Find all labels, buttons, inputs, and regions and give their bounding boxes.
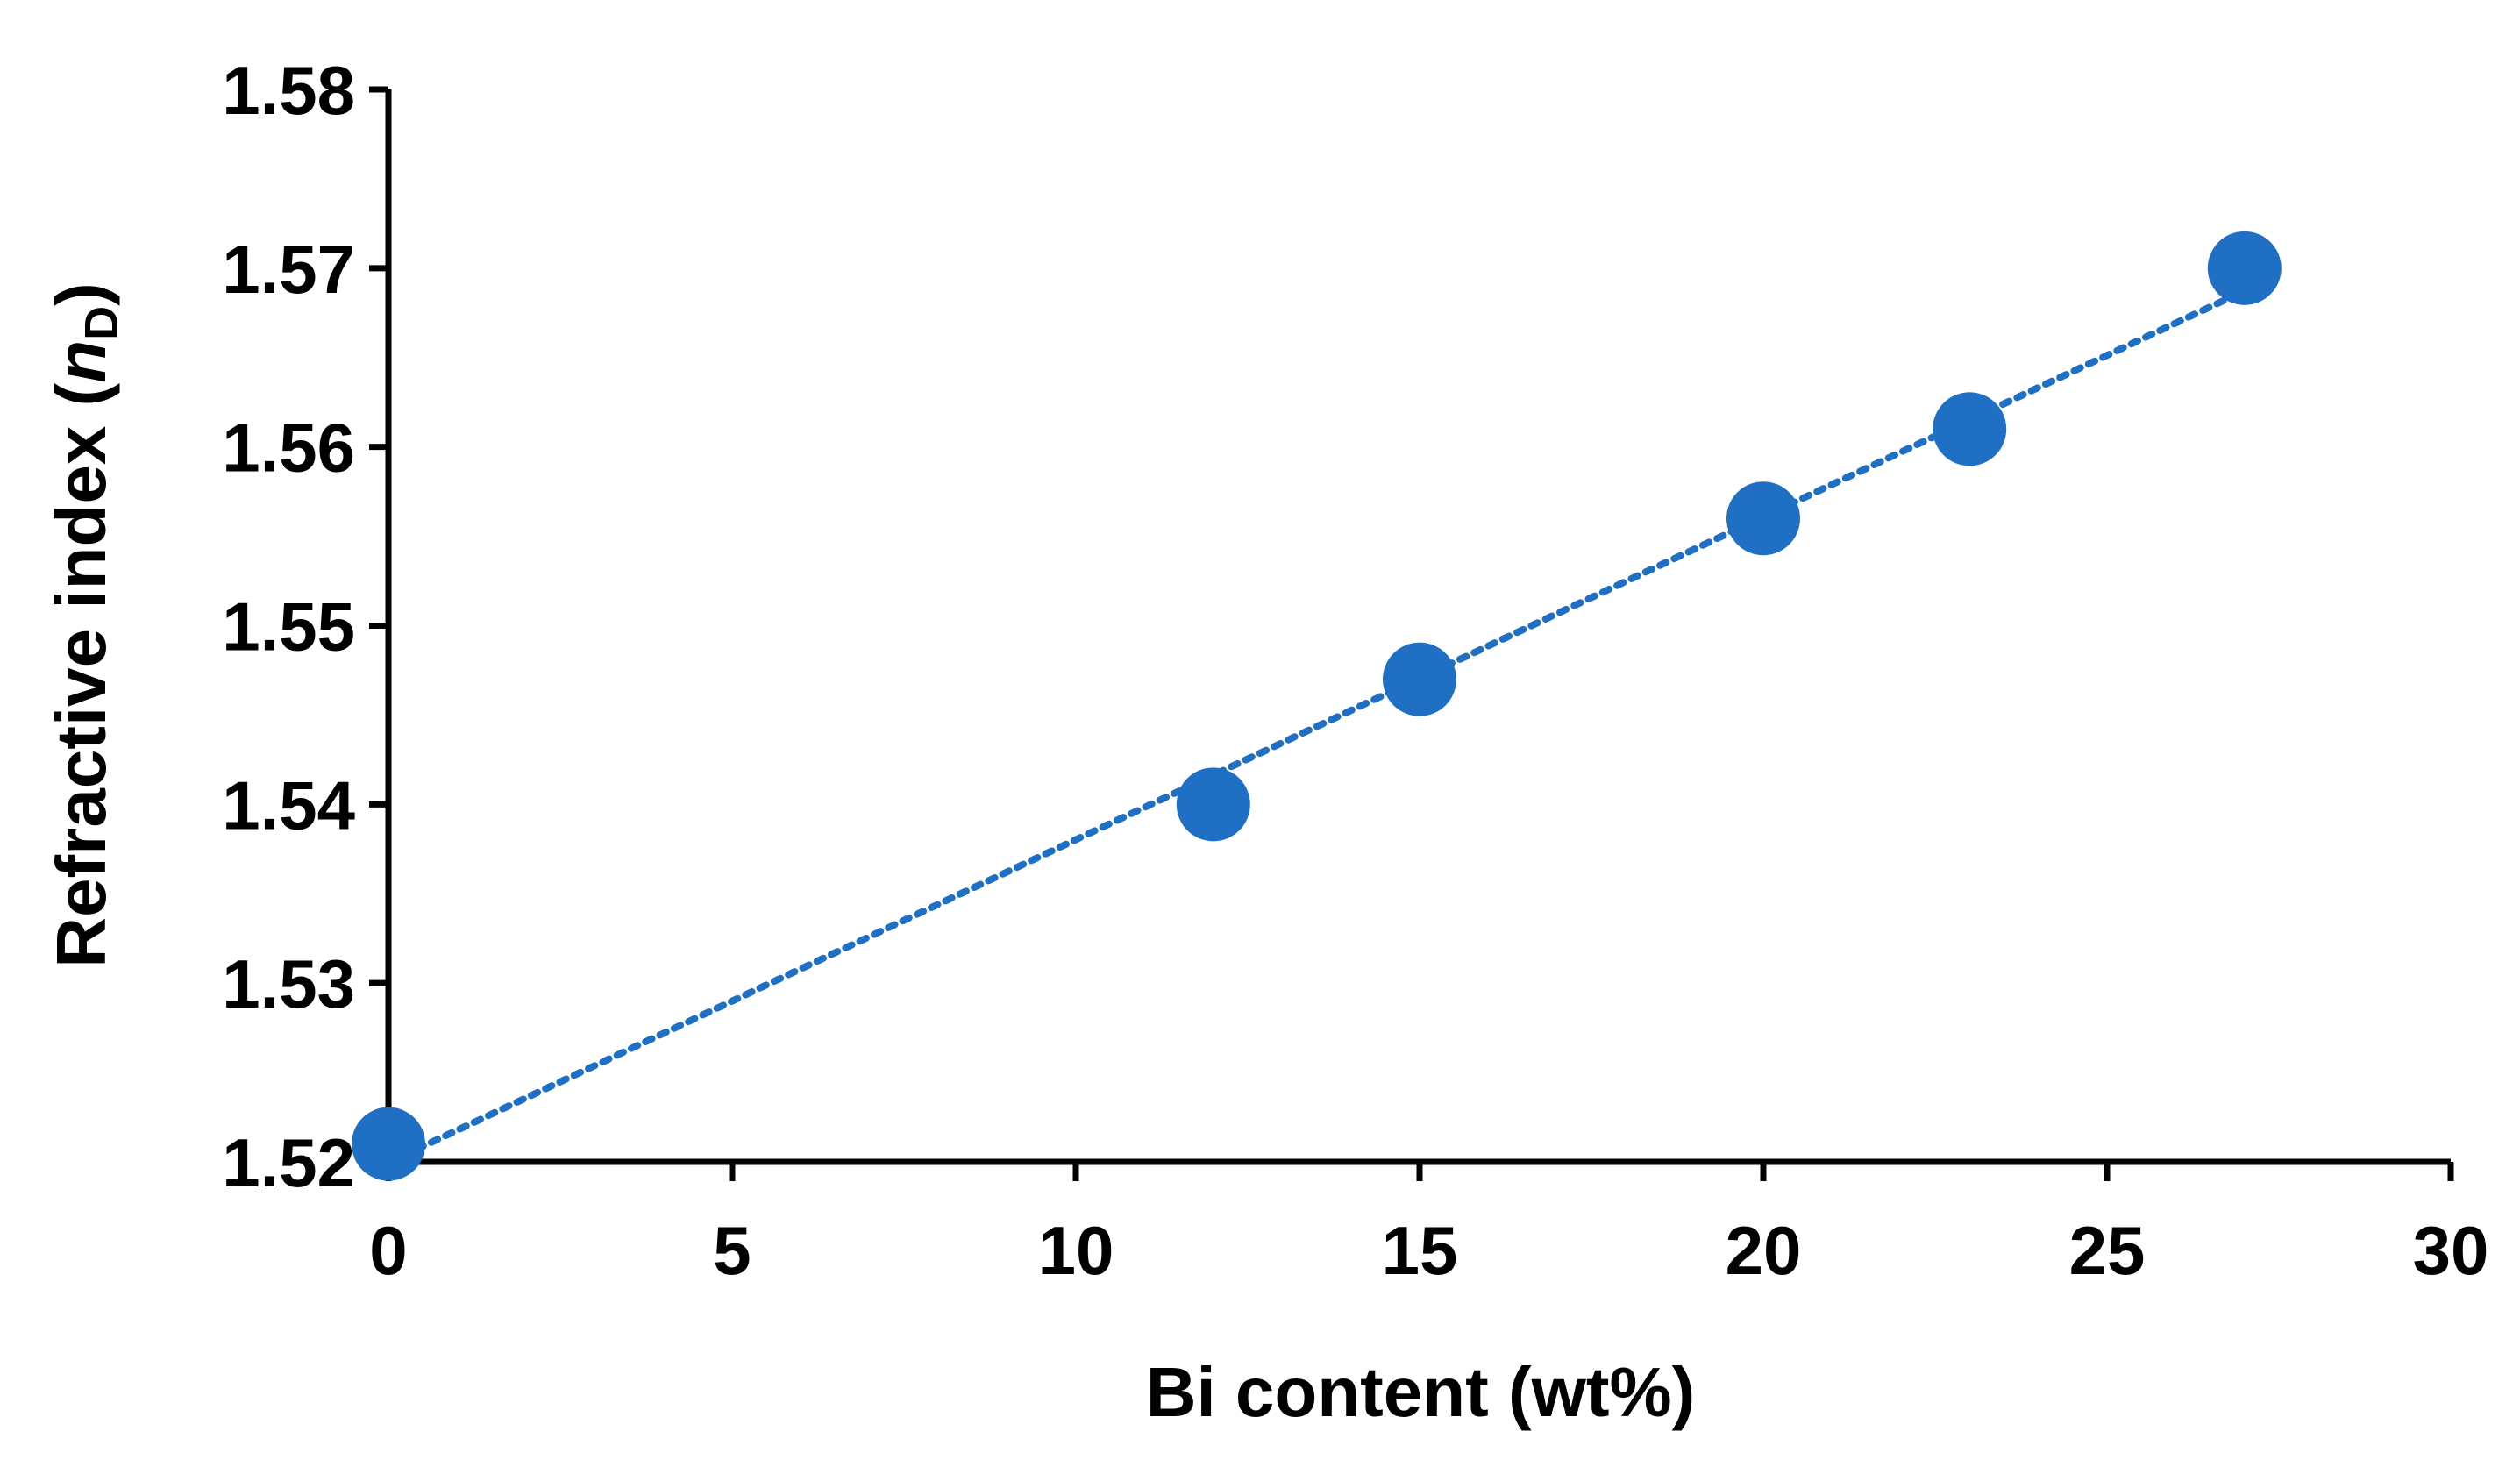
x-axis-title: Bi content (wt%) xyxy=(1146,1353,1696,1431)
y-tick-label: 1.54 xyxy=(222,766,355,844)
y-axis-title: Refractive index (nD) xyxy=(42,282,128,967)
x-ticks: 0 5 10 15 20 25 30 xyxy=(369,1162,2488,1289)
y-ticks: 1.52 1.53 1.54 1.55 1.56 1.57 1.58 xyxy=(222,52,388,1201)
x-tick-label: 20 xyxy=(1726,1212,1802,1289)
x-tick-label: 15 xyxy=(1382,1212,1458,1289)
y-tick-label: 1.57 xyxy=(222,231,355,308)
data-point xyxy=(1933,392,2007,466)
y-axis-title-close: ) xyxy=(42,282,120,306)
data-point xyxy=(1176,767,1250,842)
data-points xyxy=(352,231,2282,1181)
x-tick-label: 30 xyxy=(2413,1212,2489,1289)
plot-area: 1.52 1.53 1.54 1.55 1.56 1.57 1.58 0 5 10 15 20 25 3… xyxy=(222,52,2488,1289)
y-axis-title-main: Refractive index ( xyxy=(42,382,120,967)
y-tick-label: 1.55 xyxy=(222,588,355,666)
y-axis-title-symbol: n xyxy=(42,340,120,383)
x-tick-label: 0 xyxy=(369,1212,407,1289)
y-tick-label: 1.58 xyxy=(222,52,355,129)
y-axis-title-subscript: D xyxy=(75,306,128,340)
x-tick-label: 10 xyxy=(1038,1212,1114,1289)
y-tick-label: 1.53 xyxy=(222,945,355,1022)
data-point xyxy=(1383,642,1456,716)
y-tick-label: 1.52 xyxy=(222,1124,355,1201)
data-point xyxy=(2207,231,2282,305)
x-tick-label: 5 xyxy=(713,1212,751,1289)
data-point xyxy=(1726,481,1800,556)
data-point xyxy=(352,1107,425,1181)
y-tick-label: 1.56 xyxy=(222,410,355,487)
x-tick-label: 25 xyxy=(2069,1212,2146,1289)
